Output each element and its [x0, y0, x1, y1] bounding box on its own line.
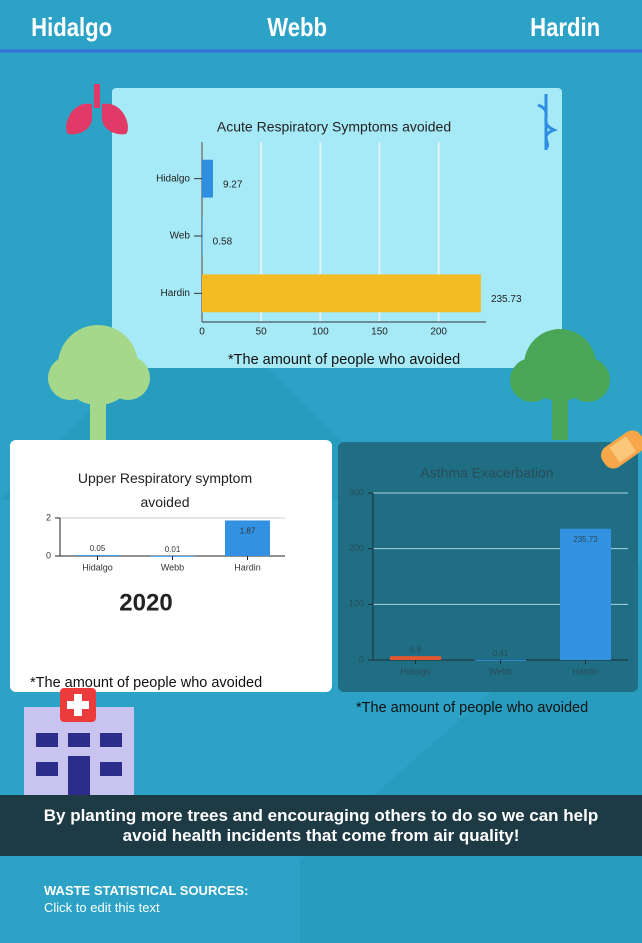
value-label: 235.73	[491, 294, 522, 305]
hospital-icon	[24, 688, 134, 797]
value-label: 235.73	[573, 535, 598, 544]
x-tick-label: Webb	[161, 562, 184, 572]
header-item: Webb	[267, 12, 327, 43]
x-tick-label: Hidalgo	[82, 562, 113, 572]
x-tick-label: 0	[199, 327, 205, 338]
chart-note: *The amount of people who avoided	[356, 700, 588, 716]
header-item: Hidalgo	[31, 12, 112, 43]
x-tick-label: Hidalgo	[400, 666, 431, 676]
value-label: 6.9	[410, 645, 422, 654]
bar	[560, 529, 611, 660]
y-tick-label: 0	[46, 550, 51, 560]
x-tick-label: Webb	[489, 666, 512, 676]
y-tick-label: Hidalgo	[156, 173, 190, 184]
y-tick-label: Hardin	[161, 288, 190, 299]
chart-title: Upper Respiratory symptom avoided	[60, 466, 270, 514]
value-label: 0.41	[493, 649, 509, 658]
value-label: 0.58	[213, 237, 233, 248]
y-tick-label: 0	[359, 654, 364, 664]
chart-title: Asthma Exacerbation	[420, 465, 553, 481]
bar	[202, 160, 213, 198]
x-tick-label: Hardin	[572, 666, 599, 676]
x-tick-label: 50	[256, 327, 268, 338]
chart-title: Acute Respiratory Symptoms avoided	[217, 119, 451, 135]
x-tick-label: 100	[312, 327, 329, 338]
value-label: 1.87	[240, 527, 256, 536]
bar	[202, 274, 481, 312]
y-tick-label: 100	[349, 599, 364, 609]
x-tick-label: 150	[371, 327, 388, 338]
value-label: 9.27	[223, 179, 243, 190]
y-tick-label: Web	[170, 231, 191, 242]
y-tick-label: 2	[46, 512, 51, 522]
banner: By planting more trees and encouraging o…	[0, 795, 642, 856]
bar	[390, 656, 441, 660]
bar	[75, 555, 120, 556]
chart-note: *The amount of people who avoided	[30, 675, 262, 691]
value-label: 0.05	[90, 544, 106, 553]
footer-heading: WASTE STATISTICAL SOURCES:	[44, 883, 248, 898]
x-tick-label: Hardin	[234, 562, 261, 572]
chart-note: *The amount of people who avoided	[228, 352, 460, 368]
value-label: 0.01	[165, 545, 181, 554]
page: Acute Respiratory Symptoms avoided 0 50 100…	[0, 0, 642, 943]
x-tick-label: 200	[430, 327, 447, 338]
bar	[202, 217, 203, 255]
footer-text: Click to edit this text	[44, 900, 160, 915]
y-tick-label: 300	[349, 487, 364, 497]
y-tick-label: 200	[349, 543, 364, 553]
annotation: 2020	[119, 589, 172, 616]
header-item: Hardin	[530, 12, 600, 43]
